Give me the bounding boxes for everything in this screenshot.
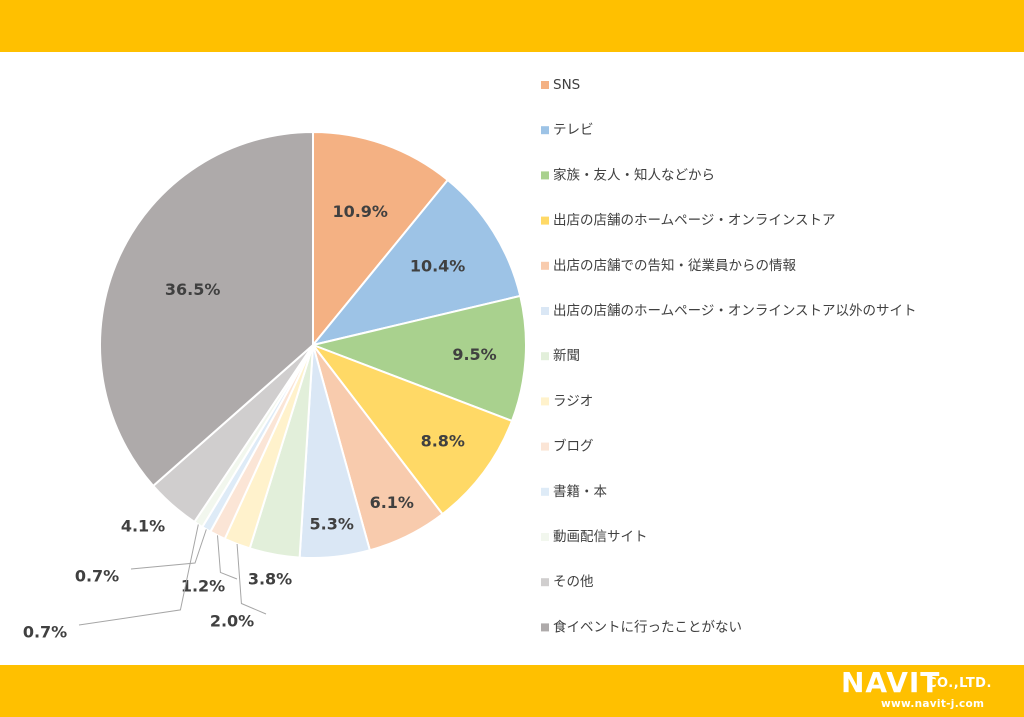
logo-suffix: CO.,LTD. <box>927 676 992 691</box>
legend-label-other-site: 出店の店舗のホームページ・オンラインストア以外のサイト <box>553 303 917 319</box>
leader-line-radio <box>236 543 267 615</box>
legend-swatch-video <box>541 533 549 541</box>
legend-swatch-other <box>541 578 549 587</box>
data-label-books: 0.7% <box>75 567 119 586</box>
pie-slice-sns <box>312 130 450 348</box>
pie-slice-shop-hp <box>310 342 514 516</box>
data-label-blog: 1.2% <box>181 577 225 596</box>
data-label-video: 0.7% <box>23 623 67 642</box>
legend-label-never: 食イベントに行ったことがない <box>553 618 742 635</box>
legend-swatch-radio <box>541 397 549 406</box>
legend-swatch-tv <box>541 126 549 135</box>
data-label-tv: 10.4% <box>410 257 466 276</box>
leader-line-blog <box>216 535 238 580</box>
legend-label-newspaper: 新聞 <box>553 348 580 364</box>
data-label-other: 4.1% <box>121 517 165 536</box>
logo-url: www.navit-j.com <box>881 698 985 710</box>
legend-label-shop-notice: 出店の店舗での告知・従業員からの情報 <box>553 257 796 274</box>
legend-label-radio: ラジオ <box>553 393 593 409</box>
pie-chart: 10.9% 10.4% 9.5% 8.8% 6.1% 5.3% 3.8% 2.0% 1.2% 0.… <box>23 77 917 642</box>
bottom-banner <box>0 665 1024 717</box>
legend-label-other: その他 <box>553 574 594 590</box>
logo-name: NAVIT <box>841 666 941 699</box>
legend-label-books: 書籍・本 <box>553 483 607 500</box>
legend-label-video: 動画配信サイト <box>553 529 648 545</box>
data-labels: 10.9% 10.4% 9.5% 8.8% 6.1% 5.3% 3.8% 2.0% 1.2% 0.… <box>23 202 497 641</box>
legend-label-sns: SNS <box>553 77 580 93</box>
data-label-sns: 10.9% <box>332 202 388 221</box>
legend-swatch-books <box>541 487 549 496</box>
top-banner <box>0 0 1024 52</box>
legend-swatch-family <box>541 171 549 180</box>
legend-label-tv: テレビ <box>553 122 594 138</box>
data-label-newspaper: 3.8% <box>248 570 292 589</box>
data-label-shop-hp: 8.8% <box>421 431 465 450</box>
legend-swatch-shop-notice <box>541 261 549 270</box>
legend-swatch-newspaper <box>541 352 549 361</box>
pie-slice-family <box>309 294 527 423</box>
legend-label-shop-hp: 出店の店舗のホームページ・オンラインストア <box>553 213 836 229</box>
data-label-radio: 2.0% <box>210 612 254 631</box>
legend-label-family: 家族・友人・知人などから <box>553 166 715 183</box>
legend: SNSテレビ家族・友人・知人などから出店の店舗のホームページ・オンラインストア出… <box>541 77 917 635</box>
legend-swatch-never <box>541 623 549 632</box>
leader-line-video <box>78 524 199 626</box>
data-label-never: 36.5% <box>165 280 221 299</box>
legend-swatch-sns <box>541 81 549 89</box>
leader-line-books <box>130 529 207 570</box>
data-label-shop-notice: 6.1% <box>370 493 414 512</box>
legend-swatch-shop-hp <box>541 216 549 225</box>
legend-label-blog: ブログ <box>553 438 594 455</box>
legend-swatch-blog <box>541 442 549 451</box>
data-label-other-site: 5.3% <box>310 515 354 534</box>
pie-slice-never <box>99 130 314 488</box>
legend-swatch-other-site <box>541 307 549 315</box>
pie-slice-tv <box>310 178 522 347</box>
company-logo: NAVIT CO.,LTD. www.navit-j.com <box>841 668 1016 714</box>
data-label-family: 9.5% <box>452 345 496 364</box>
